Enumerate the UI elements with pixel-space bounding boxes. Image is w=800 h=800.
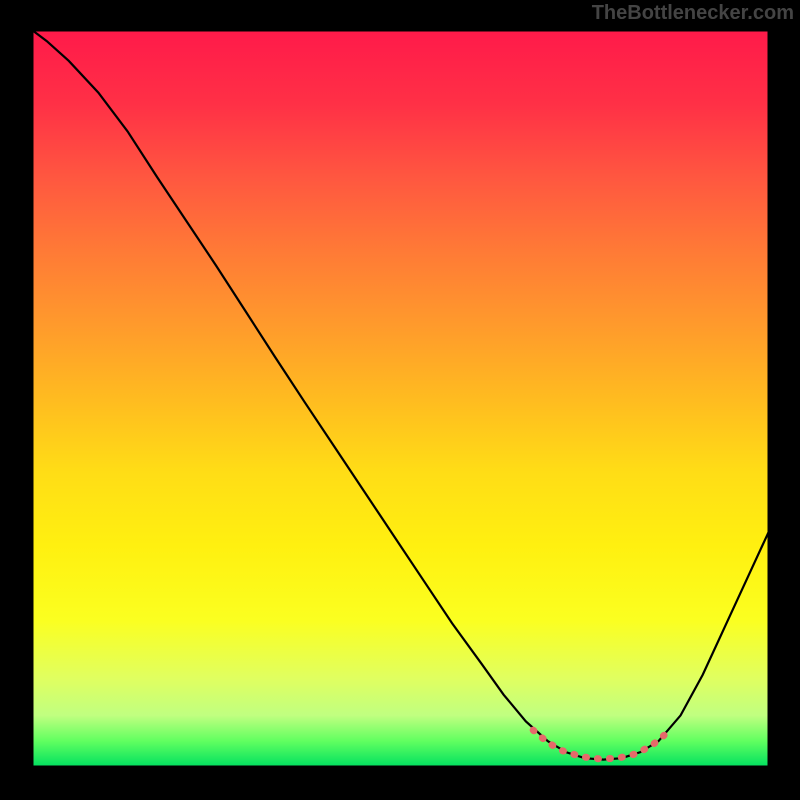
bottleneck-chart bbox=[0, 0, 800, 800]
plot-gradient-background bbox=[32, 30, 769, 767]
watermark-text: TheBottlenecker.com bbox=[592, 2, 794, 25]
